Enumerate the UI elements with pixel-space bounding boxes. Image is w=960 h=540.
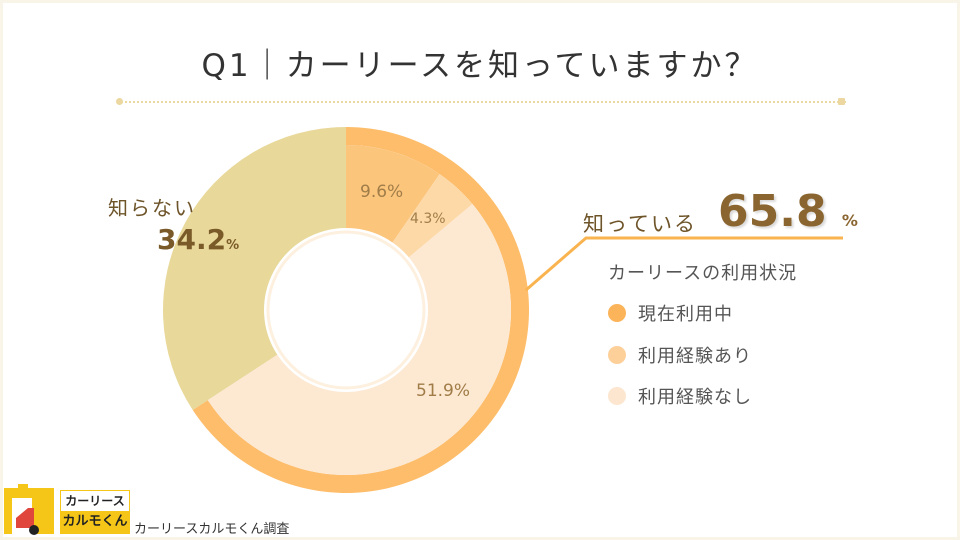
legend-item: 利用経験なし	[608, 383, 752, 409]
rule-end-dot	[838, 98, 845, 105]
slice-used-before	[392, 174, 473, 258]
legend-label: 利用経験あり	[638, 346, 752, 367]
divider	[118, 101, 846, 103]
not-know-label: 知らない	[108, 196, 196, 220]
legend-swatch	[608, 304, 626, 322]
slice-never-used	[207, 204, 512, 476]
know-label: 知っている	[583, 212, 697, 236]
logo-text: カルモくん	[61, 511, 129, 533]
slice-label-never-used: 51.9%	[416, 381, 471, 401]
legend-swatch	[608, 387, 626, 405]
leader-line	[525, 236, 843, 292]
legend-item: 現在利用中	[608, 300, 733, 326]
legend-label: 利用経験なし	[638, 387, 752, 408]
legend-title: カーリースの利用状況	[608, 263, 798, 284]
slice-label-used-before: 4.3%	[410, 211, 446, 227]
not-know-value: 34.2%	[157, 223, 240, 256]
know-value: 65.8 %	[718, 186, 858, 237]
page-title: Q1｜カーリースを知っていますか？	[201, 48, 759, 84]
karumo-logo-icon	[4, 484, 54, 535]
survey-credit: カーリースカルモくん調査	[134, 522, 290, 537]
slice-label-current: 9.6%	[360, 182, 404, 202]
logo-text: カーリース	[65, 494, 125, 508]
legend-swatch	[608, 346, 626, 364]
legend-item: 利用経験あり	[608, 342, 752, 368]
donut-hole	[266, 230, 426, 390]
slice-current-use	[346, 145, 440, 243]
karumo-logo: カーリース カルモくん	[60, 490, 130, 534]
slice-not-know	[163, 126, 346, 410]
legend-label: 現在利用中	[638, 304, 733, 325]
